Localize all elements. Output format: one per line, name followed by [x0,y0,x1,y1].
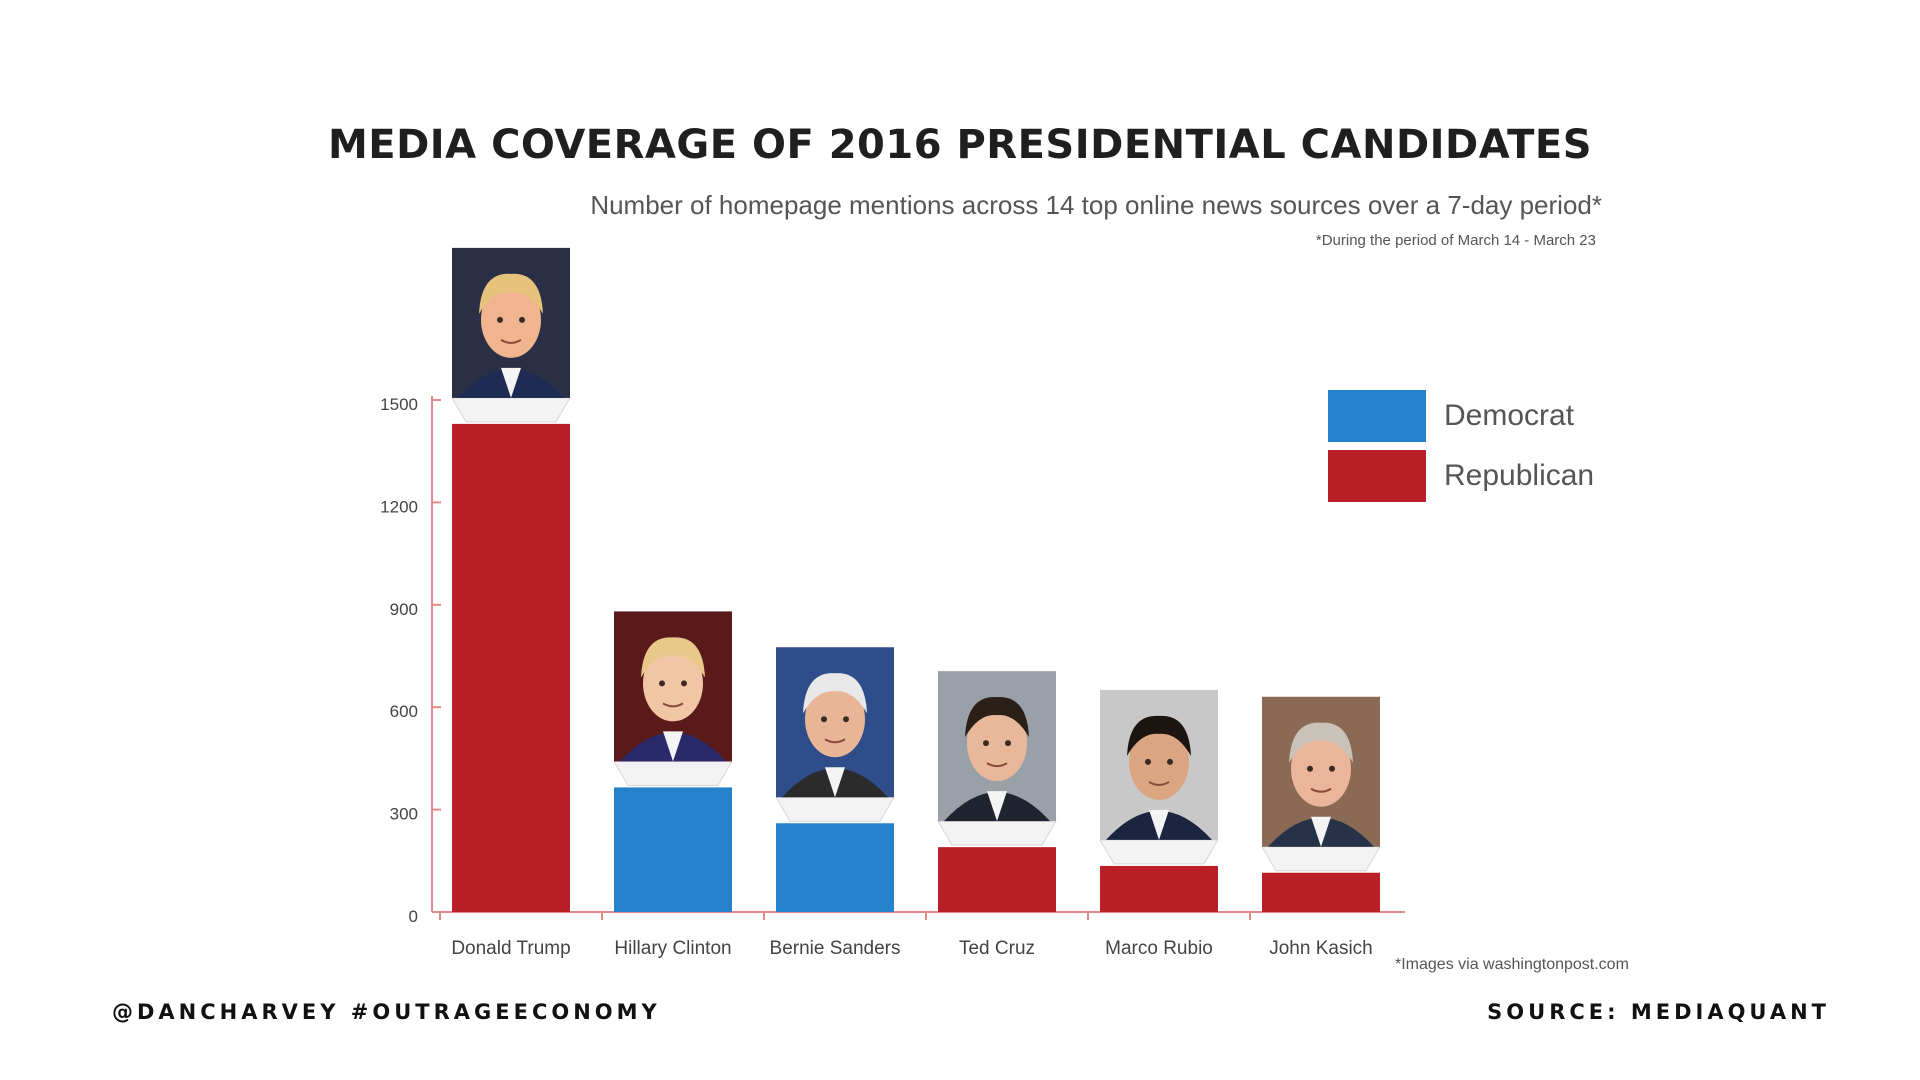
legend-label-democrat: Democrat [1444,399,1575,432]
y-tick-label: 1200 [380,497,418,516]
image-credit: *Images via washingtonpost.com [1395,956,1629,973]
y-tick-label: 900 [390,600,418,619]
y-tick-label: 0 [409,907,418,926]
x-category-label: John Kasich [1269,938,1373,959]
bar-sanders [776,823,894,912]
chart-title: MEDIA COVERAGE OF 2016 PRESIDENTIAL CAND… [327,122,1593,168]
bar-clinton [614,787,732,912]
x-category-label: Marco Rubio [1105,938,1213,959]
footer-source: SOURCE: MEDIAQUANT [1487,1000,1830,1024]
bar-cruz [938,847,1056,912]
y-tick-label: 1500 [380,395,418,414]
kasich-photo [1262,696,1380,847]
photo-connector [451,397,571,423]
legend-swatch-democrat [1328,390,1426,442]
x-category-label: Hillary Clinton [614,938,731,959]
photo-connector [937,820,1057,846]
chart-subtitle: Number of homepage mentions across 14 to… [590,190,1602,220]
footer-handle: @DANCHARVEY #OUTRAGEECONOMY [112,1000,661,1024]
y-tick-label: 600 [390,702,418,721]
photo-connector [1261,846,1381,872]
legend-item-democrat: Democrat [1328,386,1594,446]
bar-trump [452,423,570,912]
x-category-label: Bernie Sanders [770,938,901,959]
clinton-photo [614,611,732,762]
legend-item-republican: Republican [1328,446,1594,506]
y-tick-label: 300 [390,805,418,824]
sanders-photo [776,647,894,798]
legend-swatch-republican [1328,450,1426,502]
photo-connector [775,796,895,822]
x-category-label: Donald Trump [451,938,570,959]
date-footnote: *During the period of March 14 - March 2… [1315,232,1596,249]
legend: Democrat Republican [1328,386,1594,506]
photo-connector [613,760,733,786]
cruz-photo [938,671,1056,822]
legend-label-republican: Republican [1444,459,1595,492]
x-category-label: Ted Cruz [959,938,1035,959]
photo-connector [1099,839,1219,865]
bar-rubio [1100,865,1218,912]
rubio-photo [1100,689,1218,840]
bar-kasich [1262,872,1380,912]
trump-photo [452,247,570,398]
